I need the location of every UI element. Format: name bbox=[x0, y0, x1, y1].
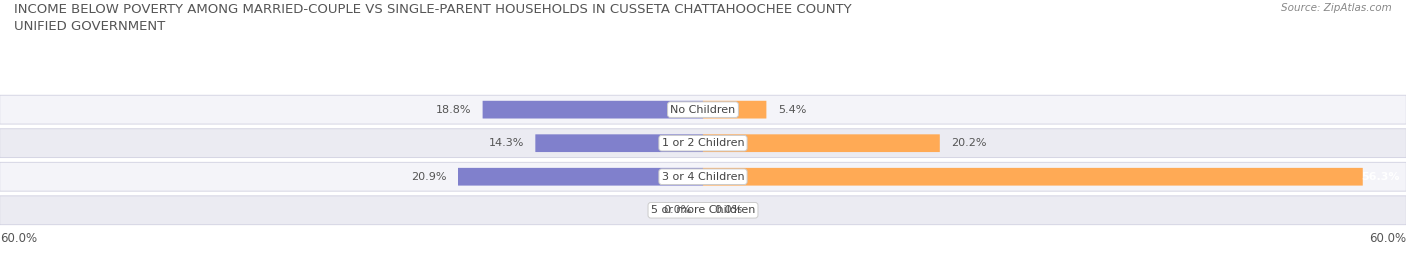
Text: No Children: No Children bbox=[671, 105, 735, 115]
Text: 5.4%: 5.4% bbox=[778, 105, 807, 115]
FancyBboxPatch shape bbox=[0, 162, 1406, 191]
Text: 20.2%: 20.2% bbox=[952, 138, 987, 148]
Text: Source: ZipAtlas.com: Source: ZipAtlas.com bbox=[1281, 3, 1392, 13]
Text: 60.0%: 60.0% bbox=[1369, 232, 1406, 245]
FancyBboxPatch shape bbox=[703, 101, 766, 118]
Text: 5 or more Children: 5 or more Children bbox=[651, 205, 755, 215]
Text: 1 or 2 Children: 1 or 2 Children bbox=[662, 138, 744, 148]
FancyBboxPatch shape bbox=[0, 196, 1406, 225]
Text: 14.3%: 14.3% bbox=[488, 138, 524, 148]
Text: 60.0%: 60.0% bbox=[0, 232, 37, 245]
Text: 20.9%: 20.9% bbox=[411, 172, 447, 182]
FancyBboxPatch shape bbox=[482, 101, 703, 118]
FancyBboxPatch shape bbox=[703, 168, 1362, 186]
Text: 0.0%: 0.0% bbox=[714, 205, 742, 215]
Text: 56.3%: 56.3% bbox=[1361, 172, 1400, 182]
FancyBboxPatch shape bbox=[0, 95, 1406, 124]
FancyBboxPatch shape bbox=[703, 134, 939, 152]
FancyBboxPatch shape bbox=[536, 134, 703, 152]
Text: INCOME BELOW POVERTY AMONG MARRIED-COUPLE VS SINGLE-PARENT HOUSEHOLDS IN CUSSETA: INCOME BELOW POVERTY AMONG MARRIED-COUPL… bbox=[14, 3, 852, 33]
FancyBboxPatch shape bbox=[458, 168, 703, 186]
FancyBboxPatch shape bbox=[0, 129, 1406, 158]
Text: 18.8%: 18.8% bbox=[436, 105, 471, 115]
Text: 3 or 4 Children: 3 or 4 Children bbox=[662, 172, 744, 182]
Text: 0.0%: 0.0% bbox=[664, 205, 692, 215]
